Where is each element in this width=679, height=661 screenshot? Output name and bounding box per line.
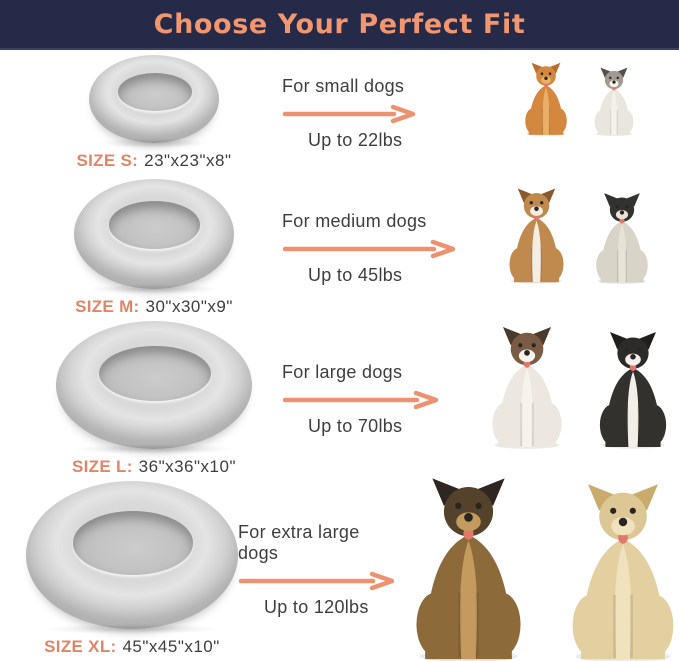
right-arrow-icon	[282, 104, 416, 124]
dogs-column	[478, 324, 679, 475]
fit-column: For small dogs Up to 22lbs	[282, 76, 478, 151]
right-arrow-icon	[238, 571, 395, 590]
bed-cushion-center	[72, 510, 194, 575]
header-banner: Choose Your Perfect Fit	[0, 0, 679, 50]
donut-dog-bed-icon	[26, 481, 238, 635]
bed-cushion-center	[109, 201, 201, 249]
size-label-name: SIZE S:	[76, 151, 139, 171]
size-label-name: SIZE L:	[72, 456, 133, 476]
size-dimensions: 36"x36"x10"	[138, 456, 236, 476]
size-label: SIZE XL: 45"x45"x10"	[44, 637, 220, 657]
right-arrow-icon	[282, 239, 456, 259]
biewer-terrier-icon	[587, 66, 641, 136]
size-label: SIZE M: 30"x30"x9"	[75, 297, 233, 317]
right-arrow-icon	[282, 390, 439, 409]
size-label-name: SIZE XL:	[44, 637, 117, 657]
bed-cushion-center	[117, 72, 192, 111]
dogs-column	[478, 61, 679, 166]
australian-shepherd-icon	[479, 324, 575, 449]
size-row-large: SIZE L: 36"x36"x10" For large dogs Up to …	[0, 320, 679, 478]
size-dimensions: 30"x30"x9"	[145, 297, 233, 317]
fit-description: For large dogs	[282, 361, 403, 382]
size-dimensions: 45"x45"x10"	[122, 637, 220, 657]
fit-column: For large dogs Up to 70lbs	[282, 362, 478, 437]
beagle-icon	[499, 186, 574, 284]
bed-column: SIZE M: 30"x30"x9"	[0, 179, 282, 317]
size-label: SIZE S: 23"x23"x8"	[77, 151, 232, 171]
french-bulldog-icon	[586, 191, 658, 284]
weight-limit: Up to 70lbs	[308, 415, 403, 436]
size-row-small: SIZE S: 23"x23"x8" For small dogs Up to 2…	[0, 50, 679, 177]
donut-dog-bed-icon	[89, 55, 219, 149]
weight-limit: Up to 120lbs	[264, 596, 369, 617]
bed-column: SIZE XL: 45"x45"x10"	[0, 481, 238, 657]
fit-column: For extra large dogs Up to 120lbs	[238, 522, 396, 618]
bed-column: SIZE S: 23"x23"x8"	[0, 55, 282, 171]
dogs-column	[478, 186, 679, 312]
size-label-name: SIZE M:	[75, 297, 140, 317]
bed-cushion-center	[99, 346, 211, 402]
weight-limit: Up to 22lbs	[308, 130, 403, 150]
fit-description: For extra large dogs	[238, 521, 360, 563]
size-row-extra-large: SIZE XL: 45"x45"x10" For extra large dogs…	[0, 478, 679, 661]
size-label: SIZE L: 36"x36"x10"	[72, 457, 236, 477]
fit-column: For medium dogs Up to 45lbs	[282, 211, 478, 286]
bed-column: SIZE L: 36"x36"x10"	[0, 320, 282, 477]
golden-retriever-icon	[553, 480, 679, 661]
size-row-medium: SIZE M: 30"x30"x9" For medium dogs Up to …	[0, 177, 679, 320]
pomeranian-icon	[517, 61, 575, 136]
size-dimensions: 23"x23"x8"	[144, 151, 232, 171]
border-collie-icon	[587, 329, 679, 449]
donut-dog-bed-icon	[56, 320, 252, 454]
donut-dog-bed-icon	[74, 179, 234, 295]
page-title: Choose Your Perfect Fit	[153, 8, 526, 40]
german-shepherd-icon	[396, 474, 541, 661]
fit-description: For medium dogs	[282, 211, 427, 231]
fit-description: For small dogs	[282, 76, 405, 96]
dogs-column	[396, 474, 679, 661]
weight-limit: Up to 45lbs	[308, 265, 403, 285]
